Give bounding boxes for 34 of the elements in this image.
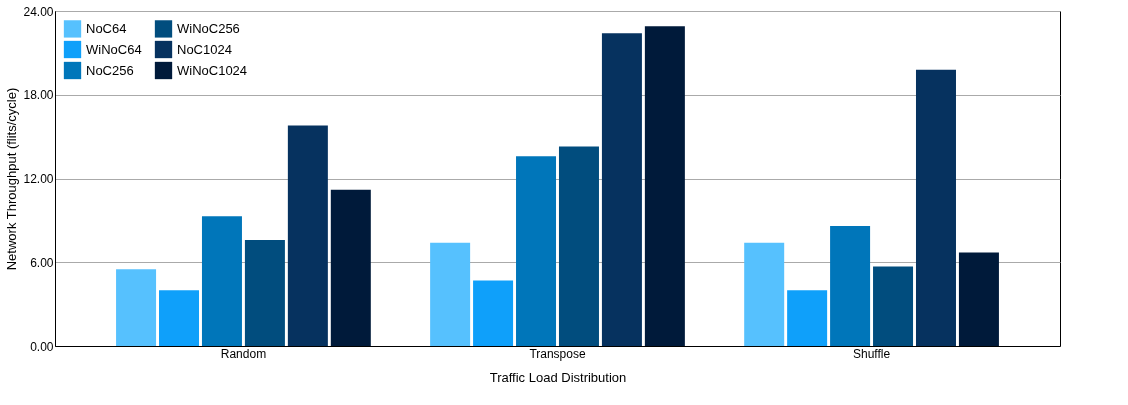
bar: [644, 26, 685, 346]
bar: [744, 242, 785, 346]
bar: [830, 225, 871, 346]
legend-label: WiNoC1024: [177, 62, 248, 78]
bar: [601, 33, 642, 346]
bar: [473, 280, 514, 346]
bar: [873, 266, 914, 346]
bar: [516, 156, 557, 346]
bar: [958, 252, 999, 346]
legend-label: NoC256: [86, 62, 134, 78]
bar: [159, 290, 200, 346]
legend-label: NoC64: [86, 20, 127, 36]
y-tick-label: 0.00: [30, 339, 54, 354]
bar: [330, 189, 371, 346]
bar: [116, 269, 157, 346]
y-axis-title: Network Throughput (flits/cycle): [4, 87, 20, 271]
x-tick-label: Transpose: [529, 346, 586, 361]
bar: [787, 290, 828, 346]
bar: [201, 216, 242, 346]
y-tick-label: 18.00: [23, 88, 54, 103]
bar: [244, 239, 285, 346]
legend-label: NoC1024: [177, 41, 232, 57]
x-tick-label: Shuffle: [852, 346, 891, 361]
y-tick-label: 6.00: [30, 255, 54, 270]
x-tick-label: Random: [220, 346, 267, 361]
y-tick-label: 12.00: [23, 172, 54, 186]
legend-label: WiNoC256: [177, 20, 240, 36]
bar: [287, 125, 328, 346]
bar: [915, 69, 956, 346]
bar: [430, 242, 471, 346]
legend-label: WiNoC64: [86, 41, 142, 57]
y-tick-label: 24.00: [23, 4, 54, 19]
x-axis-title: Traffic Load Distribution: [489, 369, 627, 385]
bar: [558, 146, 599, 346]
